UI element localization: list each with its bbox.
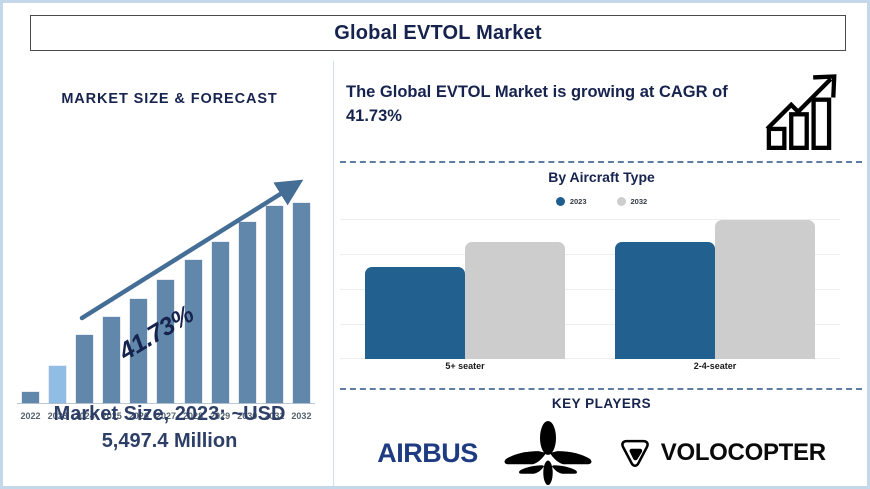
forecast-x-label: 2032 — [291, 411, 312, 421]
market-size-line-2: 5,497.4 Million — [101, 430, 238, 452]
forecast-x-label: 2026 — [128, 411, 149, 421]
forecast-bar-column — [44, 189, 71, 403]
airbus-logo: AIRBUS — [377, 437, 478, 468]
gridline — [340, 358, 840, 359]
aircraft-type-chart — [340, 219, 840, 359]
volocopter-mark-icon — [620, 439, 649, 468]
market-size-line-1: Market Size, 2023: ~USD — [53, 403, 286, 425]
forecast-x-label: 2031 — [264, 411, 285, 421]
chart-baseline — [17, 403, 315, 404]
forecast-bar-column — [17, 189, 44, 403]
aircraft-x-axis-labels: 5+ seater 2-4-seater — [340, 361, 840, 371]
gridline — [340, 289, 840, 290]
gridline — [340, 324, 840, 325]
forecast-x-label: 2029 — [210, 411, 231, 421]
aircraft-category-label: 2-4-seater — [693, 361, 737, 371]
aircraft-category-label: 5+ seater — [445, 361, 485, 371]
forecast-bar-column — [207, 189, 234, 403]
forecast-x-label: 2027 — [155, 411, 176, 421]
forecast-bar — [49, 365, 67, 403]
aircraft-bar — [715, 220, 815, 359]
cagr-statement: The Global EVTOL Market is growing at CA… — [346, 83, 728, 125]
market-size-callout: Market Size, 2023: ~USD 5,497.4 Million — [7, 401, 332, 455]
forecast-x-label: 2024 — [74, 411, 95, 421]
legend-label: 2023 — [569, 197, 587, 206]
legend-item[interactable]: 2032 — [616, 197, 648, 206]
forecast-bar — [292, 203, 310, 403]
aircraft-bar — [365, 267, 465, 359]
aircraft-type-heading: By Aircraft Type — [548, 169, 655, 185]
page-title-bar: Global EVTOL Market — [30, 15, 846, 51]
aircraft-chart-legend: 2023 2032 — [334, 197, 867, 206]
forecast-bar-column — [288, 189, 315, 403]
volocopter-wordmark: VOLOCOPTER — [660, 439, 826, 466]
forecast-bar — [22, 391, 39, 403]
right-panel: The Global EVTOL Market is growing at CA… — [334, 61, 867, 486]
forecast-x-label: 2023 — [47, 411, 68, 421]
aircraft-bar-group — [340, 219, 590, 359]
legend-item[interactable]: 2023 — [555, 197, 587, 206]
forecast-bar-column — [152, 189, 179, 403]
key-players-heading: KEY PLAYERS — [551, 396, 652, 411]
aircraft-bar — [465, 242, 565, 359]
forecast-x-label: 2030 — [237, 411, 258, 421]
forecast-bar-series — [17, 189, 315, 403]
left-panel: MARKET SIZE & FORECAST 41.73% 2022 2023 20… — [7, 61, 332, 486]
growth-bar-chart-arrow-icon — [765, 74, 837, 150]
forecast-x-axis-labels: 2022 2023 2024 2025 2026 2027 2028 2029 2030 2031… — [17, 406, 315, 426]
gridline — [340, 254, 840, 255]
forecast-bar — [103, 317, 121, 403]
page-title: Global EVTOL Market — [334, 21, 542, 44]
forecast-bar-column — [71, 189, 98, 403]
gridline — [340, 219, 840, 220]
divider-top — [340, 161, 862, 163]
legend-color-swatch — [616, 197, 626, 206]
aircraft-bar — [615, 242, 715, 359]
forecast-bar-column — [261, 189, 288, 403]
forecast-bar — [211, 241, 229, 403]
market-size-forecast-heading: MARKET SIZE & FORECAST — [61, 91, 278, 107]
forecast-bar-column — [234, 189, 261, 403]
aircraft-bar-groups — [340, 219, 840, 359]
divider-bottom — [340, 388, 862, 390]
key-players-row: AIRBUS VOLOCOPTER — [334, 419, 867, 486]
market-size-forecast-chart: 41.73% 2022 2023 2024 2025 2026 2027 2028 2029 2… — [17, 166, 322, 426]
forecast-bar — [238, 221, 256, 403]
forecast-bar-column — [98, 189, 125, 403]
legend-color-swatch — [555, 197, 565, 206]
forecast-bar-column — [125, 189, 152, 403]
aircraft-bar-group — [590, 219, 840, 359]
legend-label: 2032 — [630, 197, 648, 206]
forecast-bar — [130, 298, 148, 403]
vertical-divider — [333, 61, 334, 486]
forecast-x-label: 2022 — [20, 411, 41, 421]
joby-lotus-mark-icon — [504, 421, 592, 485]
forecast-bar — [265, 206, 283, 403]
forecast-bar-column — [180, 189, 207, 403]
forecast-x-label: 2028 — [183, 411, 204, 421]
volocopter-logo: VOLOCOPTER — [618, 436, 826, 470]
forecast-x-label: 2025 — [101, 411, 122, 421]
forecast-bar — [76, 334, 94, 403]
